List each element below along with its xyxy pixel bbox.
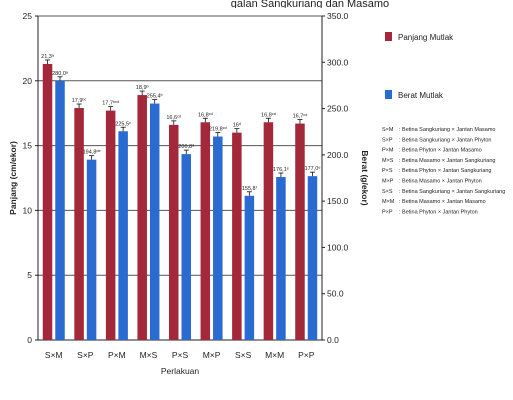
data-label: 16ᵈ [233,122,241,129]
key-code: M×M [382,199,395,205]
treatment-key: S×M : Betina Sangkuriang × Jantan Masamo S… [382,127,505,215]
key-desc: : Betina Masamo × Jantan Sangkuriang [399,158,495,164]
data-label: 17,7ᵇᶜᵈ [102,100,119,107]
x-tick-label: P×M [108,350,126,360]
y2-tick-label: 300.0 [327,57,349,67]
y2-tick-label: 150.0 [327,196,349,206]
figure-caption: galan Sangkuriang dan Masamo [230,0,390,8]
y-tick-label: 15 [23,141,33,151]
x-tick-label: S×S [235,350,252,360]
y-axis-title: Panjang (cm/ekor) [8,141,18,215]
bar-berat [307,176,318,340]
x-tick-label: S×M [45,350,63,360]
data-label: 16,8ᶜᵈ [198,111,213,118]
y2-tick-label: 250.0 [327,104,349,114]
data-label: 21,3ᵃ [41,54,55,60]
x-tick-label: M×M [265,350,284,360]
data-label: 200,8ᵈ [178,143,194,150]
bar-panjang [105,110,116,340]
data-label: 219,8ᶜᵈ [209,126,227,133]
data-label: 177,0ᵉ [305,166,321,172]
gridlines [38,15,322,276]
y2-tick-label: 200.0 [327,150,349,160]
bar-berat [86,159,97,340]
key-code: S×P [382,137,393,143]
data-label: 16,6ᶜᵈ [166,114,181,121]
bar-panjang [42,63,53,341]
x-tick-label: M×P [203,350,221,360]
data-label: 16,8ᶜᵈ [261,111,276,118]
key-code: M×P [382,179,394,185]
x-tick-label: S×P [77,350,94,360]
bar-panjang [169,124,179,340]
legend-label: Berat Mutlak [398,91,444,100]
bar-berat [181,154,191,340]
y2-tick-label: 100.0 [327,242,349,252]
legend: Panjang Mutlak Berat Mutlak [385,32,454,100]
key-code: P×S [382,168,393,174]
data-label: 225,5ᶜ [115,121,131,127]
bar-panjang [200,122,211,340]
data-label: 155,8ᶠ [242,185,258,192]
data-label: 194,8ᵈᵉ [83,149,101,156]
y2-axis-title: Berat (g/ekor) [360,150,370,205]
data-label: 255,4ᵇ [147,93,163,100]
x-tick-label: M×S [140,350,158,360]
bar-berat [244,195,255,340]
key-code: P×P [382,209,393,215]
y2-tick-label: 0.0 [327,335,339,345]
bar-panjang [295,123,305,341]
key-code: S×M [382,127,394,133]
bars [42,59,318,341]
y2-tick-label: 50.0 [327,289,344,299]
key-desc: : Betina Masamo × Jantan Phyton [399,179,482,185]
legend-swatch [385,90,392,99]
bar-berat [276,176,286,340]
y-tick-label: 20 [23,76,33,86]
axes: 05101520250.050.0100.0150.0200.0250.0300… [8,11,370,376]
key-desc: : Betina Phyton × Jantan Phyton [399,209,478,215]
x-axis-title: Perlakuan [161,366,200,376]
data-label: 16,7ᶜᵈ [293,113,308,120]
key-code: S×S [382,189,393,195]
key-desc: : Betina Sangkuriang × Jantan Masamo [399,127,495,133]
key-desc: : Betina Masamo × Jantan Masamo [399,199,486,205]
key-desc: : Betina Sangkuriang × Jantan Phyton [399,137,492,143]
bar-panjang [263,122,274,340]
data-label: 280,0ᵃ [52,71,69,77]
y-tick-label: 0 [27,335,32,345]
bar-berat [55,80,65,341]
data-labels: 21,3ᵃ 280,0ᵃ 17,9ᵇᶜ 194,8ᵈᵉ 17,7ᵇᶜᵈ 225,5ᶜ 18,… [41,54,320,192]
data-label: 176,1ᵉ [273,167,289,173]
legend-label: Panjang Mutlak [398,33,454,42]
x-tick-label: P×S [172,350,189,360]
y-tick-label: 10 [23,205,33,215]
y-tick-label: 25 [23,11,33,21]
legend-swatch [385,32,392,41]
bar-panjang [232,132,242,340]
y-tick-label: 5 [27,270,32,280]
key-desc: : Betina Phyton × Jantan Masamo [399,148,482,154]
key-code: M×S [382,158,394,164]
key-code: P×M [382,148,394,154]
bar-panjang [137,95,147,340]
y2-tick-label: 350.0 [327,11,349,21]
bar-berat [213,136,223,340]
data-label: 18,9ᵇ [136,84,149,91]
bar-berat [149,103,160,340]
x-tick-label: P×P [298,350,315,360]
bar-berat [118,131,128,340]
key-desc: : Betina Phyton × Jantan Sangkuriang [399,168,492,174]
key-desc: : Betina Sangkuriang × Jantan Sangkurian… [399,189,505,195]
bar-panjang [74,108,84,341]
data-label: 17,9ᵇᶜ [72,97,87,104]
